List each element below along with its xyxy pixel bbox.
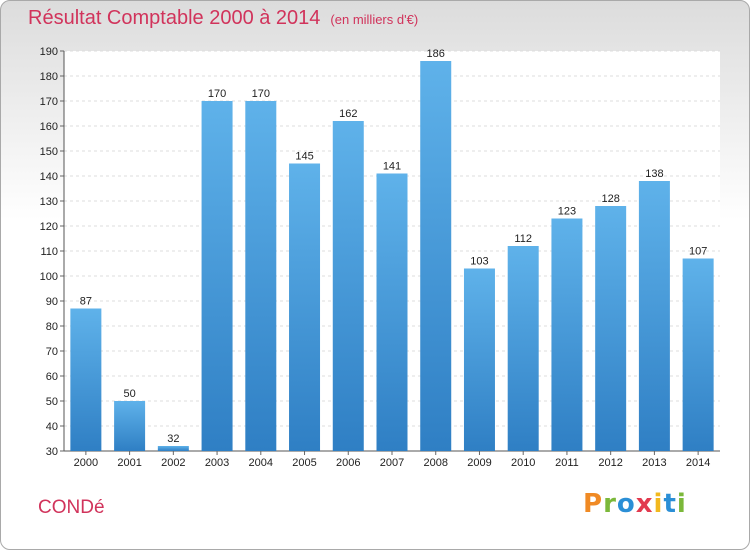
x-tick-label: 2011 xyxy=(555,457,579,469)
bar xyxy=(638,181,670,451)
y-tick-label: 140 xyxy=(40,171,58,183)
bar xyxy=(420,61,452,451)
title-unit: (en milliers d'€) xyxy=(330,12,419,27)
y-tick-label: 90 xyxy=(46,296,58,308)
x-tick-label: 2002 xyxy=(161,457,185,469)
y-tick-label: 120 xyxy=(40,221,58,233)
bar-value-label: 32 xyxy=(167,433,179,445)
bar xyxy=(376,173,408,451)
y-tick-label: 170 xyxy=(40,96,58,108)
logo-letter: i xyxy=(676,489,687,519)
y-tick-label: 160 xyxy=(40,121,58,133)
bar xyxy=(507,246,539,451)
x-tick-label: 2006 xyxy=(336,457,360,469)
logo-letter: P xyxy=(583,489,604,519)
x-tick-label: 2000 xyxy=(74,457,98,469)
bar-value-label: 50 xyxy=(123,388,135,400)
x-tick-label: 2008 xyxy=(423,457,447,469)
bar-value-label: 87 xyxy=(80,296,92,308)
logo-letter: o xyxy=(616,489,636,519)
x-tick-label: 2001 xyxy=(117,457,141,469)
title-text: Résultat Comptable 2000 à 2014 xyxy=(28,7,321,29)
y-tick-label: 110 xyxy=(40,246,58,258)
logo-letter: i xyxy=(653,489,664,519)
bar-value-label: 145 xyxy=(295,151,313,163)
logo-letter: t xyxy=(663,489,677,519)
bar xyxy=(245,101,277,451)
bar-value-label: 123 xyxy=(558,206,576,218)
x-tick-label: 2003 xyxy=(205,457,229,469)
proxiti-logo[interactable]: Proxiti xyxy=(583,489,687,519)
bar-value-label: 107 xyxy=(689,246,707,258)
bar-value-label: 128 xyxy=(601,193,619,205)
bar xyxy=(289,163,321,451)
bar-value-label: 186 xyxy=(427,48,445,60)
x-tick-label: 2009 xyxy=(467,457,491,469)
y-tick-label: 130 xyxy=(40,196,58,208)
bar xyxy=(682,258,714,451)
y-tick-label: 190 xyxy=(40,46,58,58)
logo-letter: x xyxy=(635,489,654,519)
commune-name: CONDé xyxy=(38,497,105,518)
y-tick-label: 60 xyxy=(46,371,58,383)
x-tick-label: 2013 xyxy=(642,457,666,469)
bar-value-label: 112 xyxy=(514,233,532,245)
bar xyxy=(551,218,583,451)
bar xyxy=(70,308,102,451)
x-tick-label: 2010 xyxy=(511,457,535,469)
x-tick-label: 2004 xyxy=(249,457,273,469)
y-tick-label: 40 xyxy=(46,421,58,433)
bar-value-label: 170 xyxy=(208,88,226,100)
bar-value-label: 170 xyxy=(252,88,270,100)
bar-value-label: 138 xyxy=(645,168,663,180)
bar xyxy=(332,121,364,451)
x-tick-label: 2005 xyxy=(292,457,316,469)
y-tick-label: 30 xyxy=(46,446,58,458)
y-tick-label: 100 xyxy=(40,271,58,283)
y-tick-label: 50 xyxy=(46,396,58,408)
bar xyxy=(114,401,146,451)
y-tick-label: 80 xyxy=(46,321,58,333)
bar-value-label: 141 xyxy=(383,161,401,173)
bar xyxy=(157,446,189,451)
bar-value-label: 162 xyxy=(339,108,357,120)
bar xyxy=(595,206,627,451)
bar xyxy=(201,101,233,451)
x-tick-label: 2007 xyxy=(380,457,404,469)
bar xyxy=(463,268,495,451)
logo-letter: r xyxy=(603,489,617,519)
y-tick-label: 180 xyxy=(40,71,58,83)
x-tick-label: 2012 xyxy=(598,457,622,469)
chart-title: Résultat Comptable 2000 à 2014 (en millie… xyxy=(28,7,418,30)
y-tick-label: 70 xyxy=(46,346,58,358)
bar-value-label: 103 xyxy=(470,256,488,268)
x-tick-label: 2014 xyxy=(686,457,710,469)
y-tick-label: 150 xyxy=(40,146,58,158)
